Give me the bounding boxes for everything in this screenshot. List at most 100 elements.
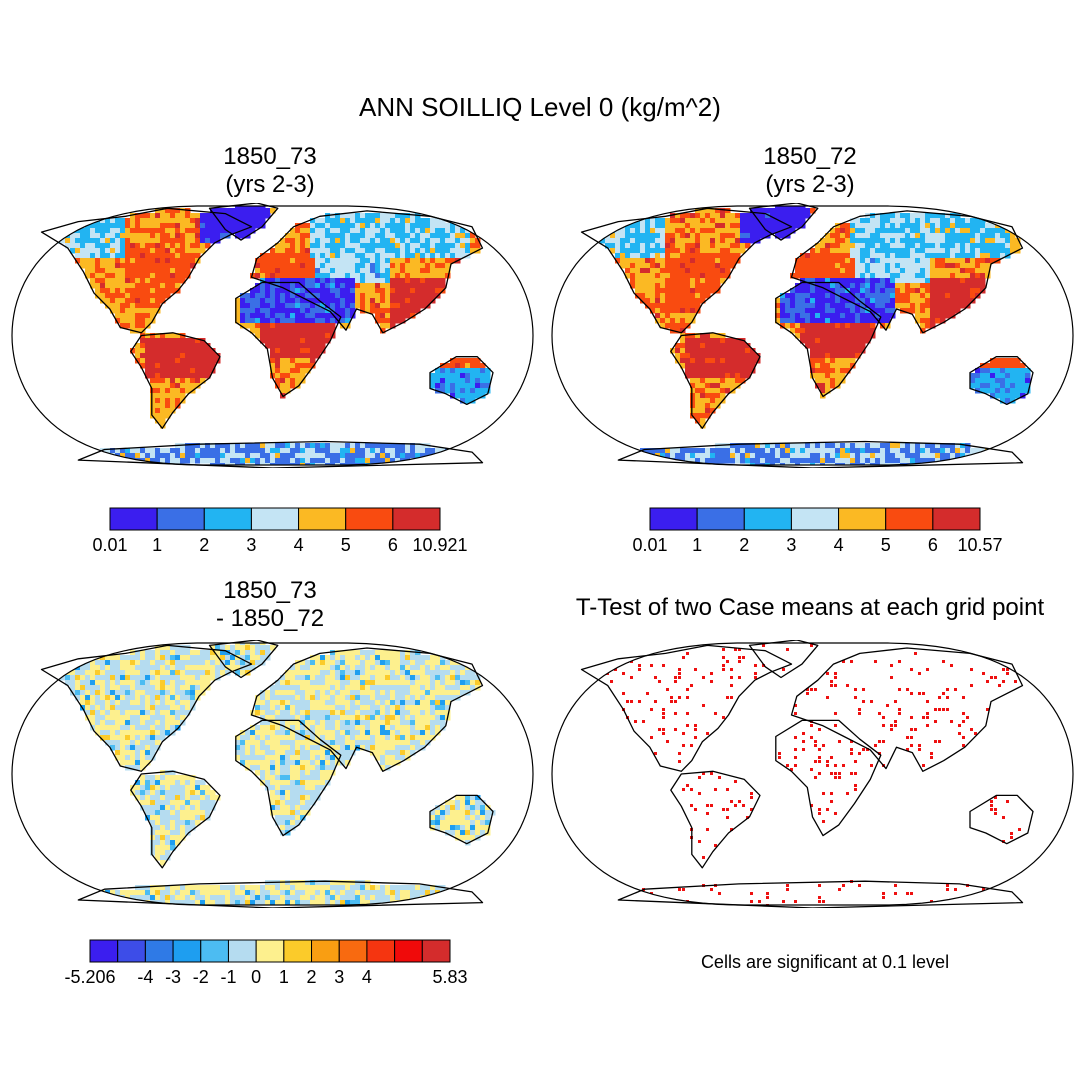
significant-cell xyxy=(658,728,661,731)
significant-cell xyxy=(738,800,741,803)
significant-cell xyxy=(1006,800,1009,803)
significant-cell xyxy=(1002,816,1005,819)
colorbar-tick-label: 1 xyxy=(692,535,702,555)
significant-cell xyxy=(834,684,837,687)
significant-cell xyxy=(754,672,757,675)
significant-cell xyxy=(810,644,813,647)
significant-cell xyxy=(838,888,841,891)
significant-cell xyxy=(926,700,929,703)
significant-cell xyxy=(858,884,861,887)
significant-cell xyxy=(706,828,709,831)
map-border xyxy=(551,642,1074,906)
colorbar-box xyxy=(885,507,934,531)
significant-cell xyxy=(882,740,885,743)
significant-cell xyxy=(910,716,913,719)
coastline-antarctica xyxy=(617,880,1024,908)
significant-cell xyxy=(614,668,617,671)
significant-cell xyxy=(962,712,965,715)
colorbar-tick-label: 0 xyxy=(251,967,261,987)
significant-cell xyxy=(794,756,797,759)
significant-cell xyxy=(822,900,825,903)
significant-cell xyxy=(706,812,709,815)
significant-cell xyxy=(842,764,845,767)
coastline-africa xyxy=(775,281,882,398)
significant-cell xyxy=(882,896,885,899)
significant-cell xyxy=(834,764,837,767)
colorbar-box xyxy=(838,507,887,531)
colorbar-tick-label: 0.01 xyxy=(632,535,667,555)
significant-cell xyxy=(710,772,713,775)
significant-cell xyxy=(834,672,837,675)
significant-cell xyxy=(974,732,977,735)
significant-cell xyxy=(782,900,785,903)
significant-cell xyxy=(942,692,945,695)
significant-cell xyxy=(890,676,893,679)
significant-cell xyxy=(846,792,849,795)
significant-cell xyxy=(1006,668,1009,671)
significant-cell xyxy=(834,712,837,715)
significant-cell xyxy=(958,732,961,735)
significant-cell xyxy=(794,764,797,767)
significant-cell xyxy=(694,808,697,811)
significant-cell xyxy=(730,828,733,831)
significant-cell xyxy=(818,728,821,731)
significant-cell xyxy=(922,764,925,767)
significant-cell xyxy=(734,804,737,807)
coastline-north-america xyxy=(40,644,253,772)
significant-cell xyxy=(802,740,805,743)
significant-cell xyxy=(930,756,933,759)
colorbar-box xyxy=(144,939,174,963)
significant-cell xyxy=(814,740,817,743)
coastline-africa xyxy=(235,281,342,398)
significant-cell xyxy=(654,896,657,899)
significant-cell xyxy=(686,696,689,699)
colorbar-box xyxy=(156,507,205,531)
significant-cell xyxy=(918,672,921,675)
significant-cell xyxy=(818,884,821,887)
coastline-greenland xyxy=(208,640,279,679)
significant-cell xyxy=(818,808,821,811)
coastline-north-america xyxy=(40,207,253,334)
significant-cell xyxy=(878,712,881,715)
coastline-australia xyxy=(429,794,494,845)
significant-cell xyxy=(738,660,741,663)
significant-cell xyxy=(942,660,945,663)
colorbar-box xyxy=(345,507,394,531)
significant-cell xyxy=(906,688,909,691)
colorbar-box xyxy=(89,939,119,963)
significant-cell xyxy=(858,708,861,711)
significant-cell xyxy=(894,724,897,727)
panel-title-case2-line2: (yrs 2-3) xyxy=(765,171,855,198)
significant-cell xyxy=(854,772,857,775)
significant-cell xyxy=(830,772,833,775)
significant-cell xyxy=(942,708,945,711)
significant-cell xyxy=(758,900,761,903)
significant-cell xyxy=(826,760,829,763)
significant-cell xyxy=(750,892,753,895)
coastline-eurasia xyxy=(790,210,1024,334)
significant-cell xyxy=(794,900,797,903)
colorbar-box xyxy=(338,939,368,963)
colorbar-tick-label: -1 xyxy=(220,967,236,987)
significant-cell xyxy=(850,752,853,755)
colorbar-tick-label: -5.206 xyxy=(64,967,115,987)
significant-cell xyxy=(698,840,701,843)
significant-cell xyxy=(682,788,685,791)
significant-cell xyxy=(914,652,917,655)
significant-cell xyxy=(710,672,713,675)
significant-cell xyxy=(794,748,797,751)
significant-cell xyxy=(622,672,625,675)
significant-cell xyxy=(650,664,653,667)
significant-cell xyxy=(834,724,837,727)
panel-title-difference: 1850_73 - 1850_72 xyxy=(170,577,370,633)
significant-cell xyxy=(638,892,641,895)
coastlines xyxy=(40,203,494,468)
significant-cell xyxy=(786,764,789,767)
significant-cell xyxy=(782,668,785,671)
significant-cell xyxy=(986,900,989,903)
significant-cell xyxy=(870,700,873,703)
significant-cell xyxy=(862,748,865,751)
significant-cell xyxy=(718,776,721,779)
significant-cell xyxy=(734,780,737,783)
significant-cell xyxy=(686,784,689,787)
